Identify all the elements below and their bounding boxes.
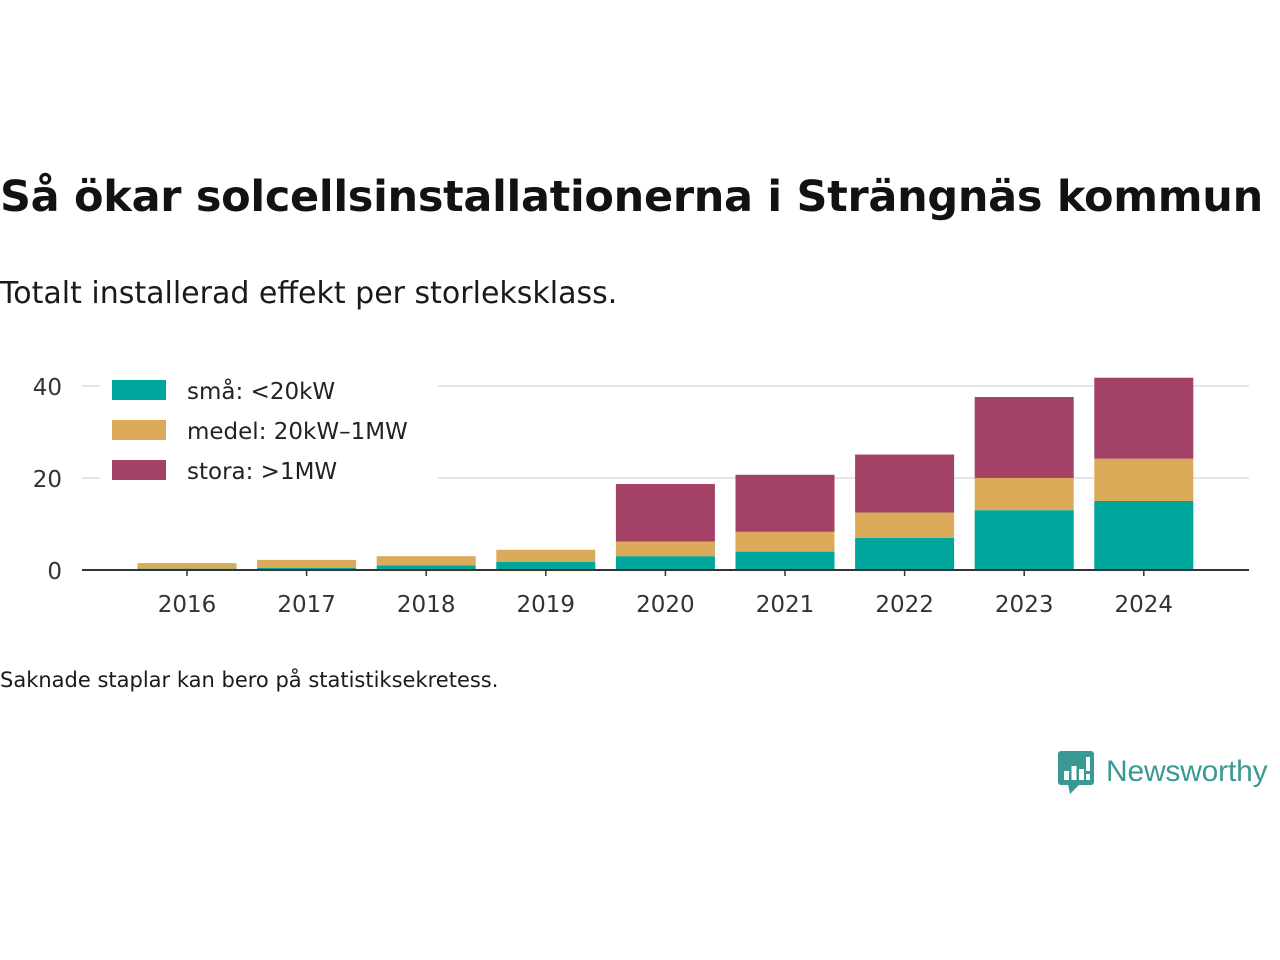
bar-segment (974, 397, 1074, 478)
bar-segment (257, 559, 357, 568)
bar-segment (855, 512, 955, 538)
x-tick-label: 2018 (397, 592, 456, 618)
legend-label: stora: >1MW (187, 459, 337, 485)
bar-segment (735, 531, 835, 552)
brand-logo[interactable]: Newsworthy (1058, 748, 1268, 796)
chart-subtitle: Totalt installerad effekt per storlekskl… (0, 276, 618, 311)
x-tick-label: 2021 (756, 592, 815, 618)
legend: små: <20kW medel: 20kW–1MW stora: >1MW (100, 370, 438, 494)
legend-label: medel: 20kW–1MW (187, 419, 408, 445)
legend-label: små: <20kW (187, 377, 335, 405)
x-tick-label: 2019 (517, 592, 576, 618)
footnote: Saknade staplar kan bero på statistiksek… (0, 668, 499, 692)
stacked-bar-chart: 2016 2017 2018 2019 2020 2021 2022 2023 2024 0 20… (33, 370, 1249, 618)
bar-segment (615, 483, 715, 542)
bar-segment (376, 565, 476, 570)
x-tick-label: 2022 (875, 592, 934, 618)
bar-segment (1094, 458, 1194, 501)
y-axis-ticks: 0 20 40 (33, 375, 62, 585)
bar-segment (735, 551, 835, 570)
x-tick-label: 2017 (277, 592, 336, 618)
bar-segment (257, 567, 357, 570)
legend-swatch (112, 380, 166, 400)
x-tick-label: 2020 (636, 592, 695, 618)
legend-swatch (112, 420, 166, 440)
bar-segment (735, 474, 835, 532)
bar-segment (855, 454, 955, 513)
y-tick-label: 0 (47, 559, 62, 585)
x-tick-label: 2016 (158, 592, 217, 618)
bar-segment (974, 478, 1074, 511)
bar-segment (974, 510, 1074, 570)
legend-swatch (112, 460, 166, 480)
bar-segment (376, 556, 476, 566)
y-tick-label: 40 (33, 375, 62, 401)
x-tick-label: 2023 (995, 592, 1054, 618)
bar-segment (855, 537, 955, 570)
bar-segment (137, 563, 237, 569)
x-tick-label: 2024 (1115, 592, 1174, 618)
chart-title: Så ökar solcellsinstallationerna i Strän… (0, 172, 1263, 222)
bar-segment (615, 541, 715, 557)
bar-segment (496, 561, 596, 570)
bar-segment (496, 549, 596, 562)
y-tick-label: 20 (33, 467, 62, 493)
x-axis-ticks: 2016 2017 2018 2019 2020 2021 2022 2023 2024 (158, 570, 1173, 618)
bar-segment (615, 556, 715, 570)
brand-name: Newsworthy (1106, 755, 1268, 788)
bar-segment (1094, 501, 1194, 570)
bar-segment (1094, 377, 1194, 459)
bars (137, 377, 1194, 570)
newsworthy-logo-icon (1058, 751, 1094, 794)
